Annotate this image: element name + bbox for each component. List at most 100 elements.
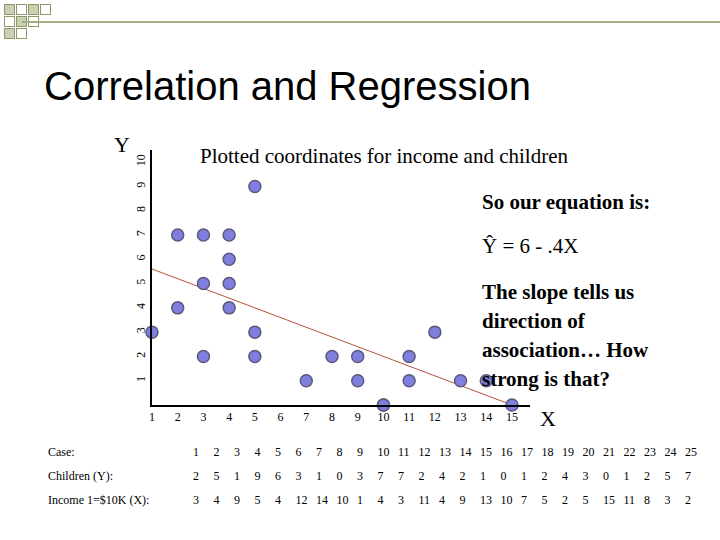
html-text:0: 0 [336,468,343,483]
html-text:18: 18 [541,444,554,459]
html-text:2: 2 [193,468,199,483]
html-text:3: 3 [357,468,363,483]
html-text:9: 9 [254,468,261,483]
html-text:11: 11 [398,444,410,459]
html-text:3: 3 [234,444,240,459]
html-text:7: 7 [377,468,384,483]
html-text:7: 7 [398,468,404,483]
html-text:7: 7 [685,468,691,483]
svg-text:9: 9 [134,182,148,188]
svg-text:1: 1 [134,376,148,382]
html-text:5: 5 [254,492,261,507]
html-text:22: 22 [623,444,636,459]
html-text:6: 6 [275,468,281,483]
svg-text:2: 2 [134,352,148,358]
svg-text:14: 14 [480,410,492,424]
svg-text:4: 4 [226,410,232,424]
html-text:8: 8 [336,444,343,459]
svg-text:15: 15 [506,410,518,424]
svg-text:1: 1 [149,410,155,424]
html-text:12: 12 [418,444,431,459]
svg-text:10: 10 [134,154,148,166]
html-text:X: X [540,406,556,431]
html-text:4: 4 [213,492,220,507]
html-text:20: 20 [582,444,595,459]
html-text:1: 1 [193,444,199,459]
html-text:19: 19 [562,444,574,459]
svg-text:12: 12 [429,410,441,424]
html-text:3: 3 [295,468,302,483]
html-text:2: 2 [459,468,466,483]
html-text:Plotted coordinates for income: Plotted coordinates for income and child… [200,144,568,168]
svg-text:8: 8 [134,206,148,212]
html-text:9: 9 [357,444,363,459]
svg-text:9: 9 [355,410,361,424]
html-text:2: 2 [213,444,220,459]
svg-text:5: 5 [134,279,148,285]
html-text:7: 7 [316,444,322,459]
html-text:5: 5 [275,444,281,459]
svg-text:2: 2 [175,410,181,424]
html-text:16: 16 [500,444,513,459]
html-text:15: 15 [480,444,492,459]
html-text:12: 12 [295,492,308,507]
html-text:4: 4 [562,468,568,483]
html-text:9: 9 [459,492,466,507]
svg-text:7: 7 [134,230,148,236]
html-text:11: 11 [418,492,431,507]
html-text:1: 1 [521,468,527,483]
svg-text:5: 5 [252,410,258,424]
html-text:3: 3 [664,492,671,507]
html-text:4: 4 [439,468,445,483]
html-text:5: 5 [213,468,220,483]
html-text:23: 23 [644,444,656,459]
svg-text:11: 11 [403,410,415,424]
html-text:0: 0 [603,468,609,483]
html-text:13: 13 [439,444,451,459]
html-text:15: 15 [603,492,615,507]
html-text:14: 14 [459,444,472,459]
svg-text:3: 3 [200,410,206,424]
html-text:2: 2 [418,468,425,483]
html-text:6: 6 [295,444,302,459]
html-text:25: 25 [685,444,697,459]
html-text:13: 13 [480,492,492,507]
svg-text:10: 10 [377,410,389,424]
html-text:24: 24 [664,444,677,459]
html-text:4: 4 [377,492,384,507]
html-text:0: 0 [500,468,507,483]
html-text:2: 2 [541,468,548,483]
html-text:10: 10 [336,492,349,507]
html-text:Case:: Case: [48,444,75,459]
svg-text:8: 8 [329,410,335,424]
html-text:1: 1 [316,468,322,483]
html-text:Y: Y [114,132,130,157]
html-text:Correlation and Regression: Correlation and Regression [44,64,531,108]
svg-text:4: 4 [134,303,148,309]
html-text:1: 1 [623,468,630,483]
html-text:10: 10 [500,492,513,507]
html-text:5: 5 [664,468,671,483]
html-text:11: 11 [623,492,636,507]
html-text:Ŷ = 6 - .4X: Ŷ = 6 - .4X [482,234,579,258]
svg-text:3: 3 [134,327,148,333]
html-text:17: 17 [521,444,533,459]
html-text:21: 21 [603,444,615,459]
html-text:3: 3 [582,468,589,483]
html-text:The slope tells us direction o: The slope tells us direction of associat… [482,280,649,391]
html-text:So our equation is:: So our equation is: [482,190,651,214]
html-text:Children (Y):: Children (Y): [48,468,113,483]
html-text:Income 1=$10K (X):: Income 1=$10K (X): [48,492,150,507]
html-text:2: 2 [644,468,650,483]
html-text:5: 5 [541,492,548,507]
html-text:14: 14 [316,492,328,507]
svg-text:6: 6 [278,410,284,424]
svg-text:7: 7 [303,410,309,424]
html-text:1: 1 [480,468,486,483]
html-text:10: 10 [377,444,390,459]
svg-text:6: 6 [134,254,148,260]
html-text:1: 1 [234,468,240,483]
svg-text:13: 13 [455,410,467,424]
html-text:4: 4 [254,444,261,459]
html-text:5: 5 [582,492,589,507]
